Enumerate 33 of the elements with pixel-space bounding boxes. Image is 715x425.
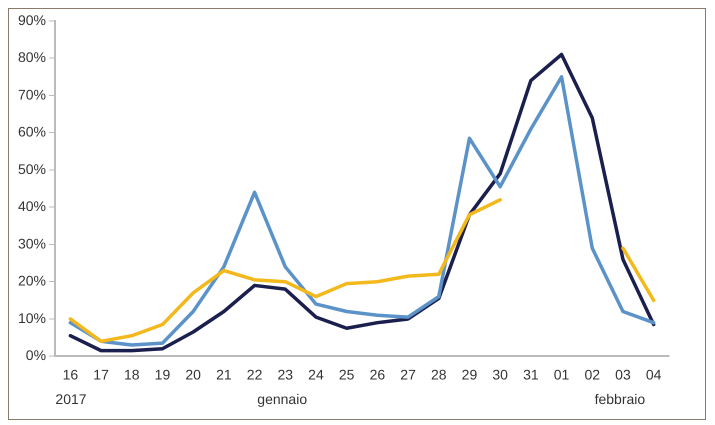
x-tick-label: 16 [62,366,78,382]
x-tick-label: 27 [400,366,416,382]
y-tick-label: 20% [18,272,46,289]
y-tick-label: 80% [18,49,46,66]
text: gennaio [257,390,308,407]
y-tick-label: 90% [18,12,46,28]
x-tick-label: 24 [308,366,324,382]
y-tick-label: 30% [18,235,46,252]
x-tick-label: 19 [154,366,170,382]
x-tick-label: 21 [216,366,232,382]
x-tick-label: 01 [554,366,570,382]
x-tick-label: 22 [246,366,263,382]
x-tick-label: 23 [277,366,294,382]
y-tick-label: 10% [18,310,46,326]
x-tick-label: 30 [492,366,508,382]
x-tick-label: 03 [615,366,631,382]
x-tick-label: 17 [93,366,110,382]
x-tick-label: 26 [370,366,386,382]
x-tick-label: 20 [185,366,202,382]
x-tick-label: 18 [124,366,140,382]
x-tick-label: 25 [338,366,355,382]
text: 2017 [55,390,87,407]
x-tick-label: 04 [646,366,662,382]
x-tick-label: 31 [523,366,539,382]
x-tick-label: 28 [430,366,447,382]
x-tick-label: 02 [584,366,600,382]
y-tick-label: 40% [18,198,46,214]
x-tick-label: 29 [462,366,478,382]
y-tick-label: 0% [26,347,46,364]
y-tick-label: 70% [18,86,46,102]
y-tick-label: 60% [18,124,46,140]
text: febbraio [594,390,646,407]
y-tick-label: 50% [18,160,46,177]
